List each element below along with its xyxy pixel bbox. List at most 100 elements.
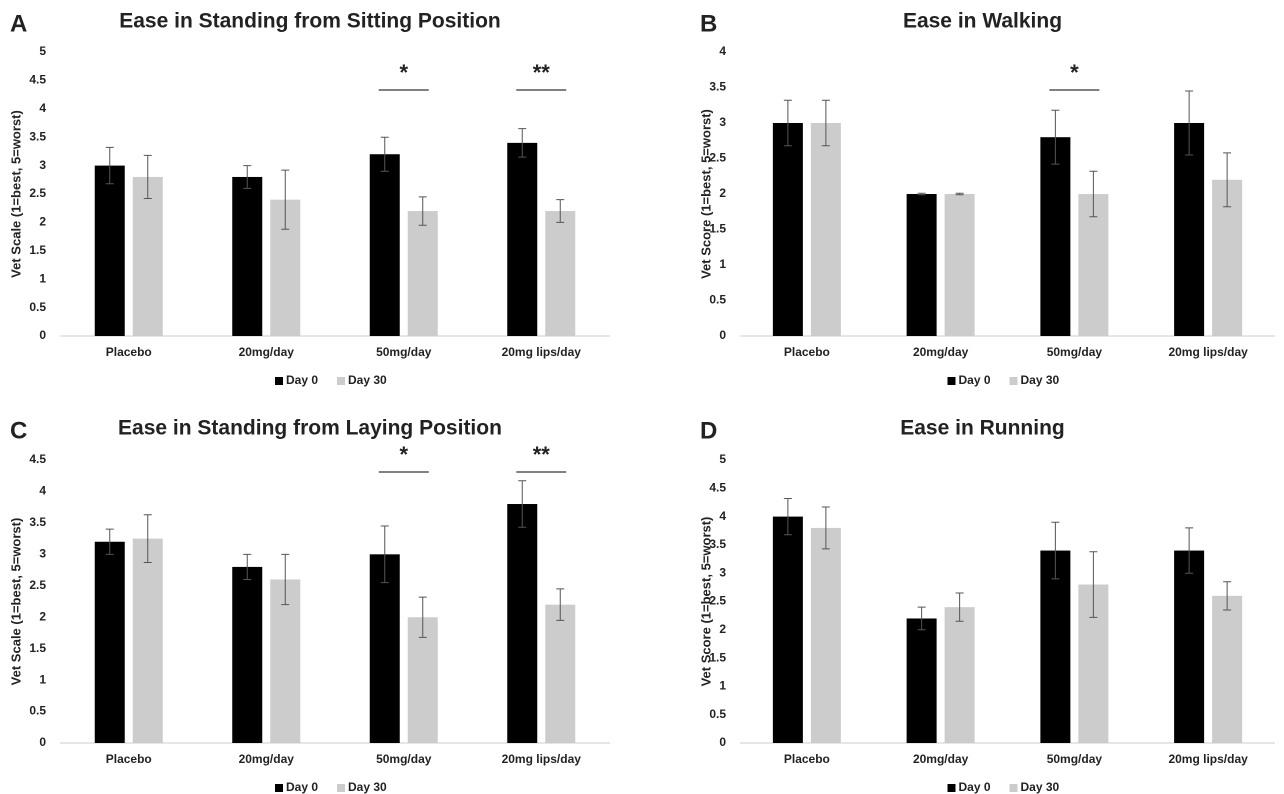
legend-label: Day 0 (959, 780, 991, 794)
error-bar (418, 196, 427, 226)
y-tick-label: 4.5 (29, 452, 46, 466)
legend-swatch (275, 784, 283, 792)
y-tick-label: 0.5 (709, 707, 726, 721)
error-bar (1051, 109, 1060, 165)
y-tick-label: 3.5 (29, 129, 46, 143)
y-tick-label: 4 (39, 101, 46, 115)
chart-title: Ease in Running (900, 417, 1065, 440)
x-tick-label: 50mg/day (1047, 345, 1103, 359)
bar (369, 554, 400, 743)
y-tick-label: 0.5 (29, 300, 46, 314)
error-bar (1051, 521, 1060, 580)
x-tick-label: 20mg lips/day (502, 345, 582, 359)
y-tick-label: 1.5 (709, 222, 726, 236)
panel-letter: D (700, 417, 717, 444)
y-tick-label: 3 (719, 565, 726, 579)
y-tick-label: 0 (719, 735, 726, 749)
y-axis-label: Vet Score (1=best, 5=worst) (698, 109, 713, 279)
y-tick-label: 3 (719, 115, 726, 129)
y-tick-label: 0.5 (709, 293, 726, 307)
chart-title: Ease in Standing from Laying Position (118, 417, 502, 440)
y-tick-label: 4 (719, 44, 726, 58)
error-bar (955, 592, 964, 622)
y-tick-label: 1 (719, 257, 726, 271)
error-bar (955, 192, 964, 196)
y-tick-label: 1 (719, 679, 726, 693)
y-tick-label: 4.5 (29, 73, 46, 87)
bar (1078, 194, 1109, 336)
legend-label: Day 30 (1021, 780, 1060, 794)
y-tick-label: 0 (39, 735, 46, 749)
panel-letter: A (10, 10, 27, 37)
y-tick-label: 1 (39, 672, 46, 686)
x-tick-label: 20mg lips/day (1168, 752, 1248, 766)
significance-label: * (1070, 60, 1079, 85)
bar (772, 123, 803, 336)
y-axis-label: Vet Scale (1=best, 5=worst) (8, 110, 23, 278)
error-bar (105, 528, 114, 555)
bar (407, 617, 438, 743)
x-tick-label: 20mg lips/day (1168, 345, 1248, 359)
chart-title: Ease in Standing from Sitting Position (119, 10, 501, 33)
y-tick-label: 1.5 (29, 243, 46, 257)
bar (94, 541, 125, 743)
error-bar (1223, 581, 1232, 611)
legend-label: Day 0 (286, 373, 318, 387)
bar (545, 604, 576, 743)
bar (1174, 123, 1205, 336)
error-bar (821, 506, 830, 550)
y-tick-label: 5 (39, 44, 46, 58)
x-tick-label: 20mg/day (239, 752, 295, 766)
significance-label: ** (533, 442, 551, 467)
significance-label: ** (533, 60, 551, 85)
error-bar (518, 480, 527, 528)
bar (369, 154, 400, 336)
bar (944, 194, 975, 336)
error-bar (1089, 170, 1098, 218)
y-tick-label: 2.5 (709, 594, 726, 608)
significance-label: * (399, 442, 408, 467)
bar (944, 607, 975, 743)
error-bar (243, 165, 252, 189)
y-tick-label: 2 (39, 215, 46, 229)
y-tick-label: 4 (719, 509, 726, 523)
bar (270, 579, 301, 743)
legend-label: Day 30 (1021, 373, 1060, 387)
bar (132, 176, 163, 336)
bar (1040, 550, 1071, 743)
bar (132, 538, 163, 743)
bar (1040, 137, 1071, 336)
y-tick-label: 0.5 (29, 704, 46, 718)
significance-label: * (399, 60, 408, 85)
error-bar (518, 128, 527, 158)
y-tick-label: 2 (719, 622, 726, 636)
error-bar (418, 596, 427, 638)
y-tick-label: 2.5 (709, 151, 726, 165)
bar (810, 123, 841, 336)
x-tick-label: Placebo (784, 752, 830, 766)
x-tick-label: Placebo (106, 345, 152, 359)
bar (1174, 550, 1205, 743)
y-tick-label: 5 (719, 452, 726, 466)
x-tick-label: Placebo (784, 345, 830, 359)
y-tick-label: 0 (39, 328, 46, 342)
y-tick-label: 3.5 (709, 537, 726, 551)
error-bar (783, 99, 792, 147)
y-tick-label: 3.5 (29, 515, 46, 529)
legend-label: Day 0 (286, 780, 318, 794)
y-tick-label: 1.5 (709, 650, 726, 664)
legend-swatch (337, 377, 345, 385)
error-bar (1223, 152, 1232, 208)
error-bar (380, 525, 389, 584)
bar (232, 176, 263, 336)
error-bar (281, 169, 290, 230)
bar (906, 194, 937, 336)
y-axis-label: Vet Scale (1=best, 5=worst) (8, 518, 23, 686)
bar (906, 618, 937, 743)
error-bar (143, 514, 152, 564)
bar (507, 504, 538, 743)
error-bar (917, 606, 926, 631)
error-bar (821, 99, 830, 147)
error-bar (143, 154, 152, 200)
